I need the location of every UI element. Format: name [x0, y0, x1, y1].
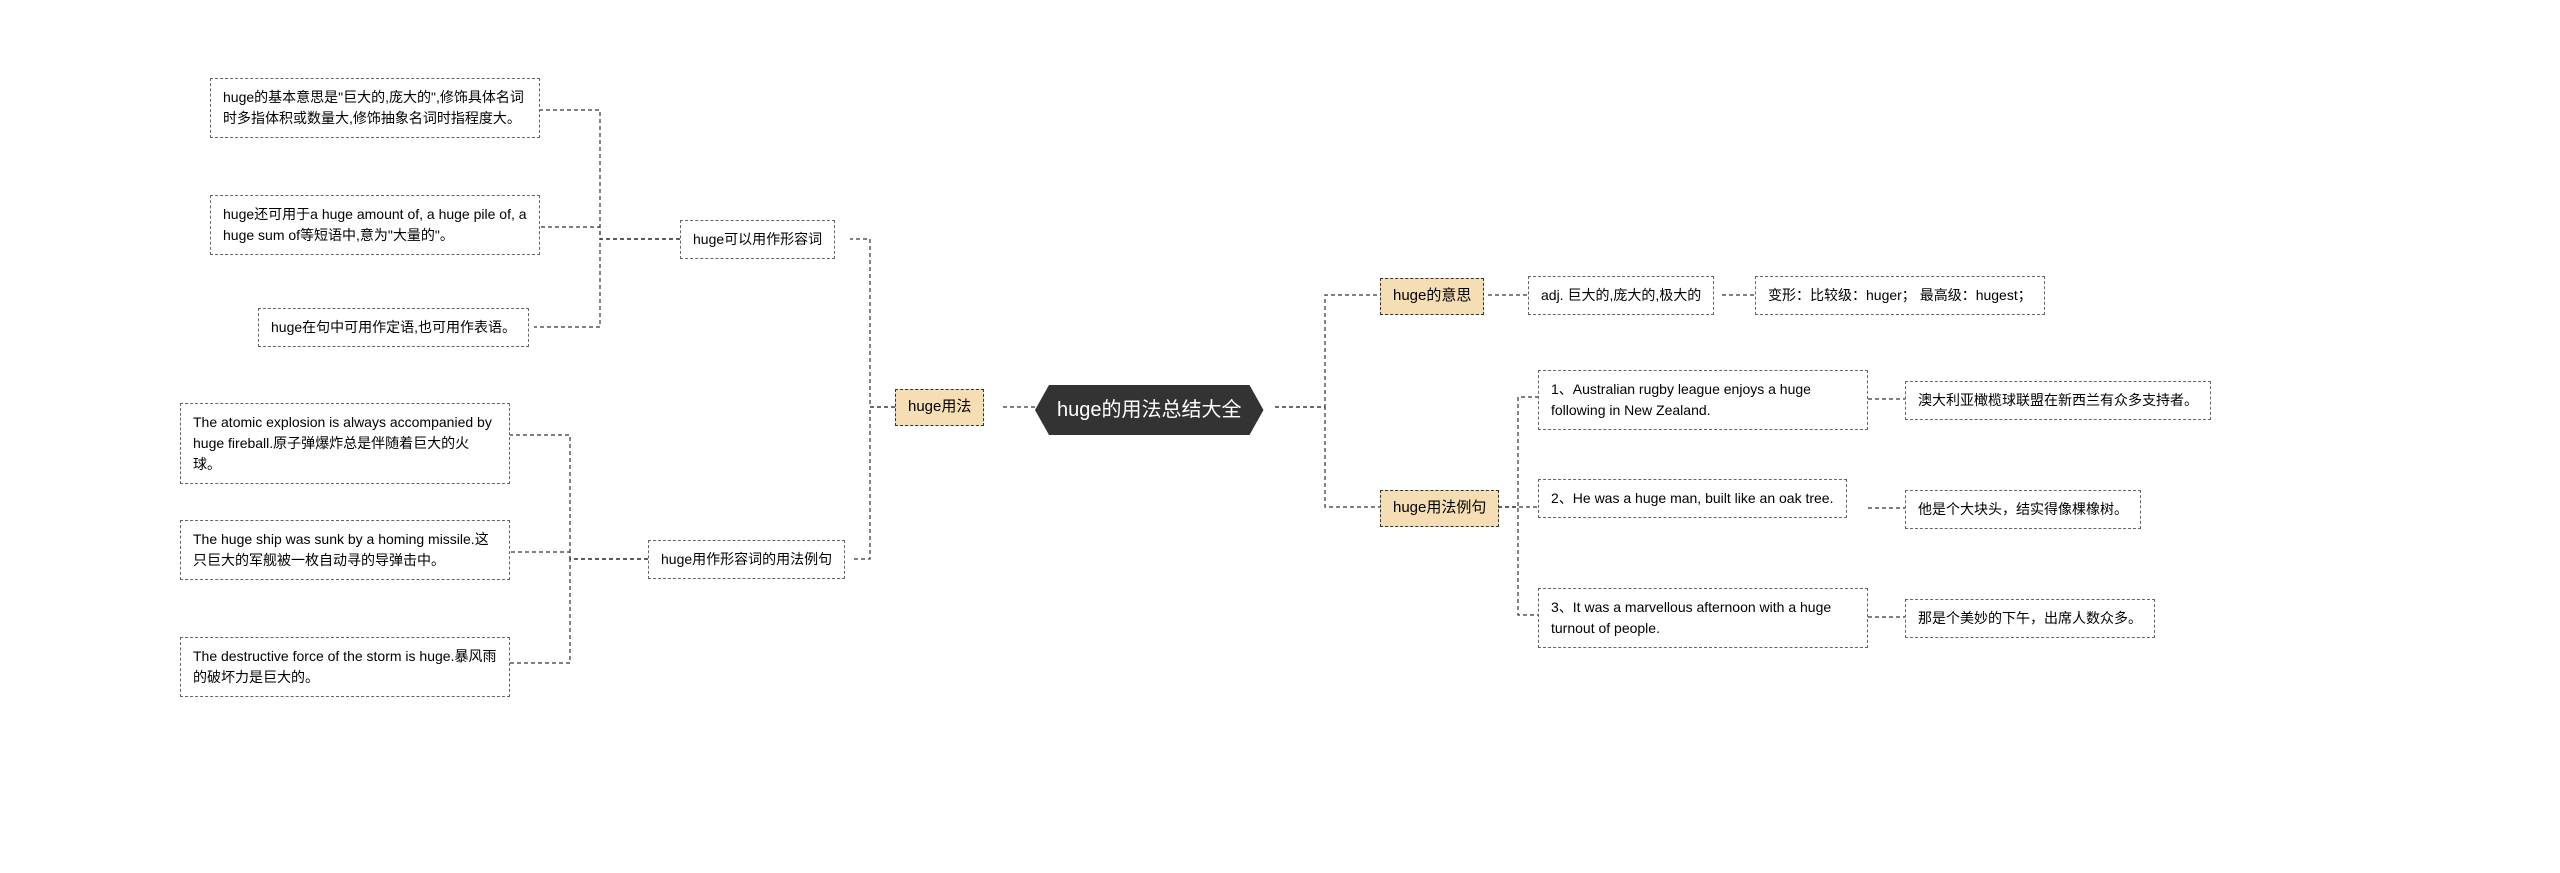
node-ex-1-en: 2、He was a huge man, built like an oak t… [1538, 479, 1847, 518]
branch-meaning: huge的意思 [1380, 278, 1484, 315]
node-adj-label: huge可以用作形容词 [680, 220, 835, 259]
node-ex-1-zh: 他是个大块头，结实得像棵橡树。 [1905, 490, 2141, 529]
node-adjex-0: The atomic explosion is always accompani… [180, 403, 510, 484]
node-adjex-label: huge用作形容词的用法例句 [648, 540, 845, 579]
node-ex-2-en: 3、It was a marvellous afternoon with a h… [1538, 588, 1868, 648]
node-ex-2-zh: 那是个美妙的下午，出席人数众多。 [1905, 599, 2155, 638]
branch-examples: huge用法例句 [1380, 490, 1499, 527]
branch-usage: huge用法 [895, 389, 984, 426]
node-meaning-forms: 变形：比较级：huger； 最高级：hugest； [1755, 276, 2045, 315]
node-adjex-2: The destructive force of the storm is hu… [180, 637, 510, 697]
node-adjex-1: The huge ship was sunk by a homing missi… [180, 520, 510, 580]
root-node: huge的用法总结大全 [1035, 385, 1264, 435]
node-adj-note-2: huge在句中可用作定语,也可用作表语。 [258, 308, 529, 347]
node-adj-note-0: huge的基本意思是"巨大的,庞大的",修饰具体名词时多指体积或数量大,修饰抽象… [210, 78, 540, 138]
node-ex-0-zh: 澳大利亚橄榄球联盟在新西兰有众多支持者。 [1905, 381, 2211, 420]
node-meaning-def: adj. 巨大的,庞大的,极大的 [1528, 276, 1714, 315]
node-ex-0-en: 1、Australian rugby league enjoys a huge … [1538, 370, 1868, 430]
node-adj-note-1: huge还可用于a huge amount of, a huge pile of… [210, 195, 540, 255]
